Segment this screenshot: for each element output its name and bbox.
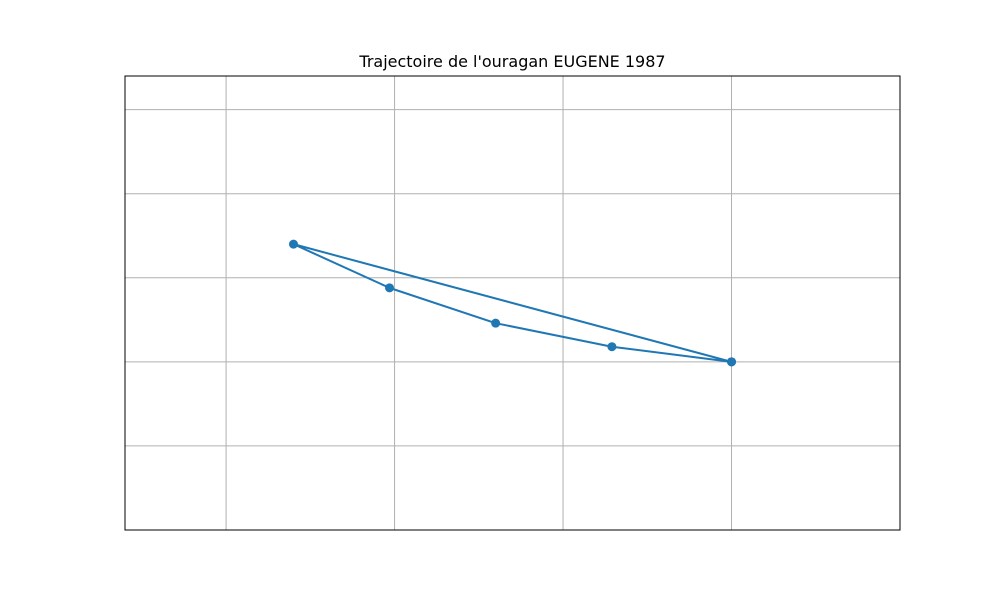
track-point xyxy=(288,239,298,249)
track-point xyxy=(607,342,617,352)
track-point xyxy=(385,283,395,293)
track-point xyxy=(491,318,501,328)
track-point xyxy=(727,357,737,367)
chart-title: Trajectoire de l'ouragan EUGENE 1987 xyxy=(358,52,665,71)
series-layer xyxy=(288,239,737,367)
track-line xyxy=(292,243,732,363)
plot-frame xyxy=(124,75,901,531)
grid xyxy=(125,76,900,530)
